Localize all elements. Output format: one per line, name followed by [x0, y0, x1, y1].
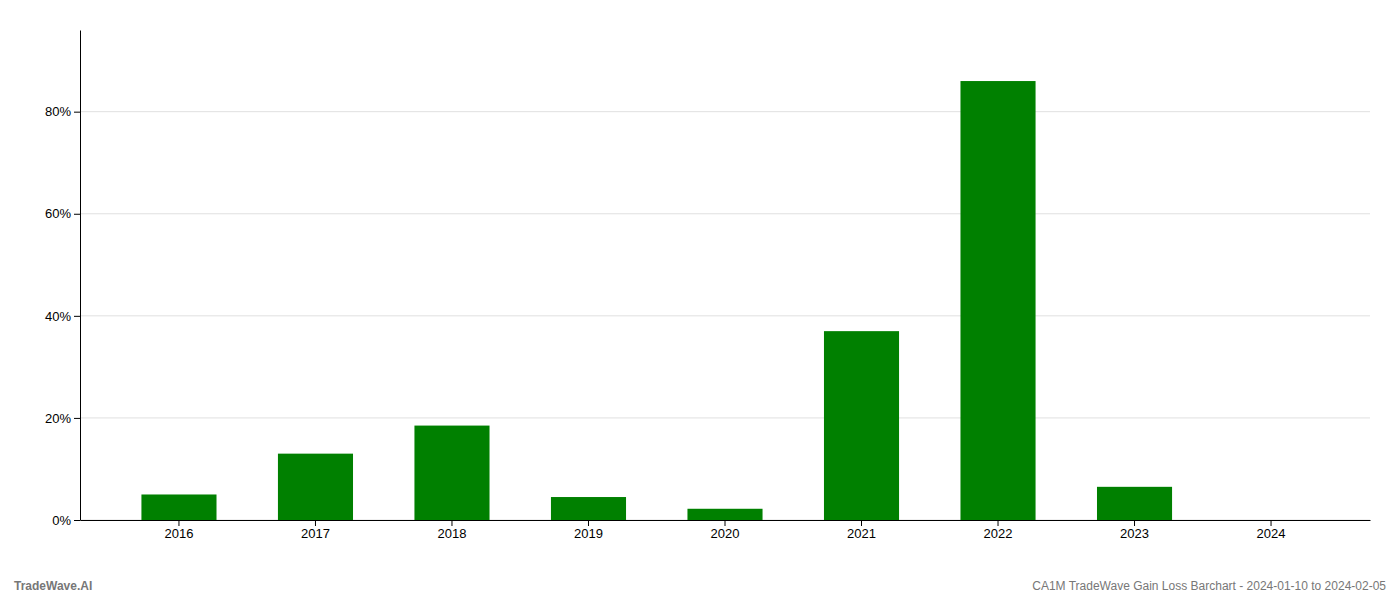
grid-line: [80, 213, 1370, 214]
x-tick: 2019: [574, 520, 603, 541]
bar: [824, 331, 899, 520]
annotations: TradeWave.AI CA1M TradeWave Gain Loss Bar…: [14, 579, 1386, 593]
y-tick: 20%: [45, 411, 80, 426]
x-tick: 2016: [165, 520, 194, 541]
y-tick-label: 40%: [45, 308, 71, 323]
x-tick-label: 2020: [711, 526, 740, 541]
x-tick: 2022: [984, 520, 1013, 541]
y-tick-label: 60%: [45, 206, 71, 221]
x-tick-mark: [178, 520, 179, 526]
y-tick: 80%: [45, 104, 80, 119]
x-tick: 2018: [438, 520, 467, 541]
bar: [551, 497, 626, 520]
x-tick-label: 2016: [165, 526, 194, 541]
bar: [278, 454, 353, 520]
footer-text: TradeWave.AI: [14, 579, 92, 593]
y-tick-mark: [74, 316, 80, 317]
x-tick-label: 2019: [574, 526, 603, 541]
x-tick: 2024: [1257, 520, 1286, 541]
x-tick-label: 2021: [847, 526, 876, 541]
bar: [1097, 487, 1172, 520]
bar: [960, 81, 1035, 520]
x-tick-mark: [1134, 520, 1135, 526]
bar: [687, 509, 762, 520]
grid-line: [80, 417, 1370, 418]
x-tick-mark: [998, 520, 999, 526]
bar: [141, 494, 216, 520]
bar: [414, 426, 489, 520]
y-tick: 40%: [45, 308, 80, 323]
x-tick-label: 2018: [438, 526, 467, 541]
footer-text: CA1M TradeWave Gain Loss Barchart - 2024…: [1032, 579, 1386, 593]
y-tick-mark: [74, 418, 80, 419]
x-tick: 2021: [847, 520, 876, 541]
x-tick: 2020: [711, 520, 740, 541]
y-tick-mark: [74, 112, 80, 113]
grid-line: [80, 111, 1370, 112]
bar: [1233, 520, 1308, 521]
y-axis: 0% 20% 40% 60% 80%: [45, 31, 81, 528]
x-tick: 2017: [301, 520, 330, 541]
y-tick-label: 20%: [45, 411, 71, 426]
plot-area: [141, 81, 1172, 520]
x-tick-label: 2024: [1257, 526, 1286, 541]
x-tick-mark: [725, 520, 726, 526]
x-tick-label: 2017: [301, 526, 330, 541]
x-tick: 2023: [1120, 520, 1149, 541]
x-tick-mark: [451, 520, 452, 526]
x-tick-mark: [588, 520, 589, 526]
x-tick-mark: [315, 520, 316, 526]
x-tick-mark: [1271, 520, 1272, 526]
y-tick: 60%: [45, 206, 80, 221]
y-tick-label: 0%: [52, 513, 71, 528]
y-tick-mark: [74, 520, 80, 521]
y-axis-line: [80, 31, 81, 521]
grid-line: [80, 315, 1370, 316]
chart: 2016 2017 2018 2019 2020 2021 2022 2023 2024 0% 20…: [0, 0, 1400, 600]
y-tick-mark: [74, 214, 80, 215]
x-tick-label: 2023: [1120, 526, 1149, 541]
x-tick-mark: [861, 520, 862, 526]
x-tick-label: 2022: [984, 526, 1013, 541]
x-axis: 2016 2017 2018 2019 2020 2021 2022 2023 2024: [81, 520, 1371, 541]
y-tick: 0%: [52, 513, 80, 528]
y-tick-label: 80%: [45, 104, 71, 119]
grid: [80, 112, 1370, 520]
